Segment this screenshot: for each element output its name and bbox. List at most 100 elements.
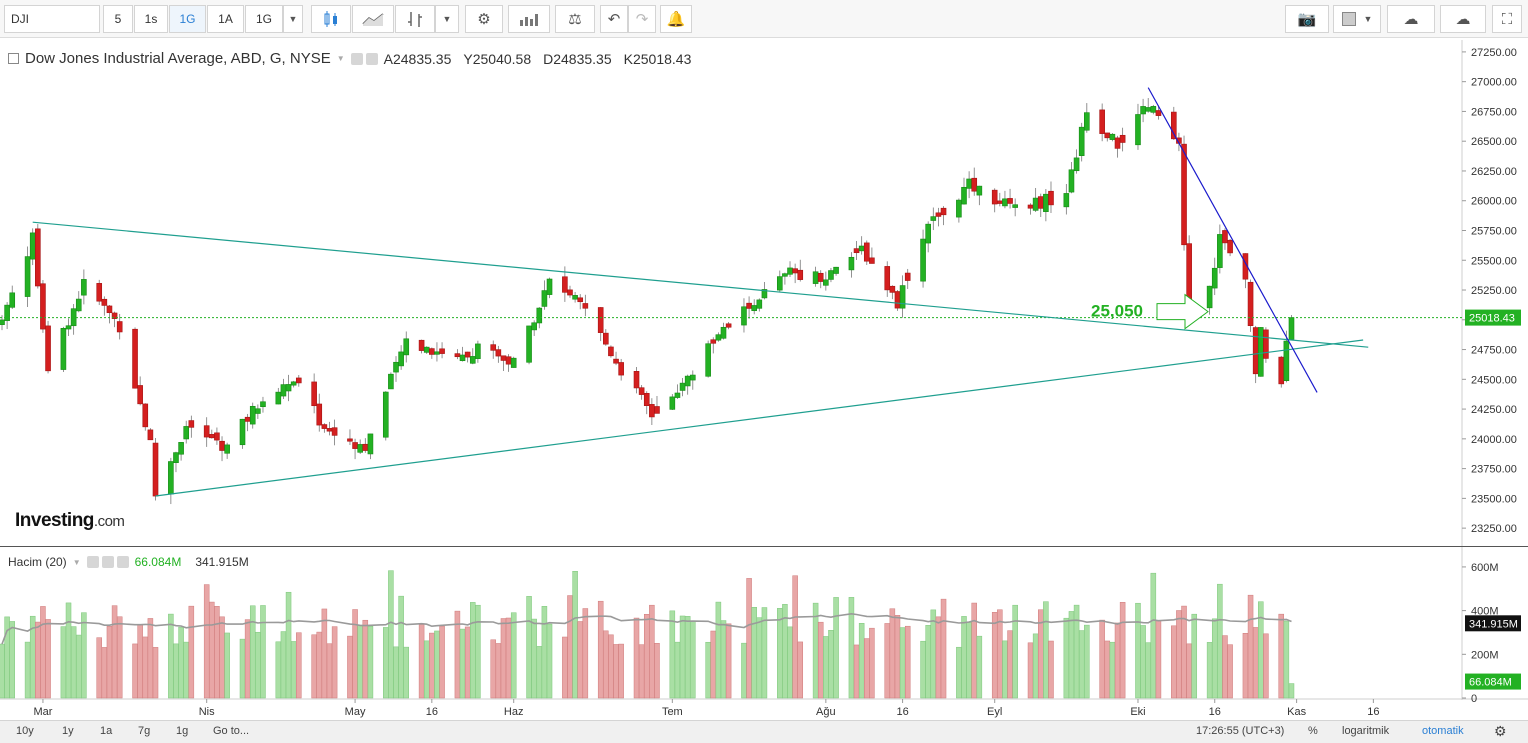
- candle: [935, 207, 942, 227]
- interval-1s[interactable]: 1s: [134, 5, 168, 33]
- candle: [290, 380, 297, 388]
- volume-bar: [1222, 635, 1228, 699]
- settings-gear-icon[interactable]: ⚙: [465, 5, 503, 33]
- eye-icon[interactable]: [350, 52, 363, 65]
- candle: [398, 345, 404, 370]
- compare-scale-icon[interactable]: ⚖: [555, 5, 595, 33]
- log-toggle[interactable]: logaritmik: [1342, 725, 1390, 737]
- candle-body: [1155, 110, 1162, 116]
- fullscreen-icon[interactable]: ⛶: [1492, 5, 1522, 33]
- collapse-square-icon[interactable]: [8, 53, 19, 64]
- candle: [4, 302, 10, 330]
- volume-bar: [971, 602, 977, 699]
- volume-bar: [715, 601, 722, 699]
- range-10y[interactable]: 10y: [16, 725, 34, 737]
- candles-button[interactable]: [311, 5, 351, 33]
- time-tick-label: Eki: [1130, 706, 1145, 718]
- eye-icon[interactable]: [86, 556, 99, 568]
- candle-body: [940, 207, 947, 216]
- candlesticks: [0, 98, 1295, 505]
- volume-bar: [1283, 620, 1290, 699]
- chart-settings-gear-icon[interactable]: ⚙: [1494, 723, 1507, 739]
- candle: [285, 374, 292, 402]
- candle: [239, 418, 246, 449]
- indicators-button[interactable]: [508, 5, 550, 33]
- candle-body: [674, 392, 681, 398]
- candle: [597, 307, 604, 342]
- bars-button[interactable]: [395, 5, 435, 33]
- candle-body: [188, 420, 195, 428]
- candle-body: [280, 384, 287, 397]
- candle-body: [224, 444, 230, 454]
- legend-dropdown-icon[interactable]: ▼: [336, 54, 345, 63]
- save-cloud-icon[interactable]: ☁: [1440, 5, 1486, 33]
- candle-body: [45, 325, 51, 372]
- volume-bar: [285, 591, 292, 699]
- auto-toggle[interactable]: otomatik: [1422, 725, 1464, 737]
- interval-1a[interactable]: 1A: [207, 5, 244, 33]
- undo-icon[interactable]: ↶: [600, 5, 628, 33]
- candle-body: [275, 391, 282, 405]
- go-to-button[interactable]: Go to...: [213, 725, 250, 737]
- time-axis: Mar Nis May 16 Haz Tem Ağu 16 Eyl Eki 16 Kas 16: [33, 699, 1379, 718]
- candle: [35, 224, 41, 289]
- range-7g[interactable]: 7g: [138, 725, 151, 737]
- time-tick-label: Kas: [1287, 706, 1306, 718]
- percent-toggle[interactable]: %: [1308, 725, 1318, 737]
- volume-bar: [178, 626, 184, 699]
- volume-bar: [1114, 622, 1121, 699]
- trendline-downtrend: [1147, 87, 1318, 393]
- candle: [1084, 103, 1090, 133]
- volume-bar: [925, 625, 931, 699]
- candle: [603, 329, 609, 346]
- price-axis: 23250.00 23500.00 23750.00 24000.00 24250.00…: [1462, 47, 1517, 535]
- candle-body: [1063, 193, 1070, 208]
- load-cloud-icon[interactable]: ☁: [1387, 5, 1435, 33]
- volume-bar: [403, 646, 409, 699]
- alert-bell-icon[interactable]: 🔔: [660, 5, 692, 33]
- candle: [495, 345, 502, 363]
- candle: [1012, 198, 1018, 217]
- volume-bar: [1073, 604, 1080, 699]
- close-small-icon[interactable]: [116, 556, 129, 568]
- chart-type-dropdown-icon[interactable]: ▼: [435, 5, 459, 33]
- range-1g[interactable]: 1g: [176, 725, 189, 737]
- range-1y[interactable]: 1y: [62, 725, 74, 737]
- candle-body: [562, 276, 568, 293]
- layout-button[interactable]: ▼: [1333, 5, 1381, 33]
- interval-dropdown-icon[interactable]: ▼: [283, 5, 303, 33]
- interval-1g[interactable]: 1G: [169, 5, 206, 33]
- settings-small-icon[interactable]: [365, 52, 378, 65]
- volume-bar: [541, 606, 548, 699]
- line-chart-button[interactable]: [352, 5, 394, 33]
- screenshot-camera-icon[interactable]: 📷: [1285, 5, 1329, 33]
- symbol-input[interactable]: DJI: [4, 5, 100, 33]
- candle: [577, 294, 584, 310]
- candle: [541, 280, 548, 310]
- range-1a[interactable]: 1a: [100, 725, 113, 737]
- candle-body: [362, 443, 369, 451]
- volume-bar: [1084, 624, 1090, 699]
- interval-5[interactable]: 5: [103, 5, 133, 33]
- time-tick-label: Tem: [662, 706, 683, 718]
- candle-body: [997, 200, 1003, 204]
- volume-dropdown-icon[interactable]: ▼: [72, 557, 81, 567]
- candle-body: [546, 278, 553, 295]
- candle: [1037, 193, 1044, 218]
- volume-bar: [429, 632, 435, 699]
- interval-custom[interactable]: 1G: [245, 5, 283, 33]
- candle-body: [1043, 193, 1049, 212]
- candle-body: [812, 271, 819, 284]
- volume-bar: [991, 612, 998, 699]
- redo-icon[interactable]: ↷: [628, 5, 656, 33]
- last-price-tag-text: 25018.43: [1469, 313, 1515, 325]
- candle-body: [290, 381, 297, 386]
- candle: [823, 271, 829, 291]
- candle: [853, 240, 860, 260]
- candle: [720, 322, 727, 340]
- candle: [490, 340, 497, 359]
- settings-small-icon[interactable]: [101, 556, 114, 568]
- trendline-upper: [32, 221, 1369, 348]
- candle-body: [464, 351, 471, 358]
